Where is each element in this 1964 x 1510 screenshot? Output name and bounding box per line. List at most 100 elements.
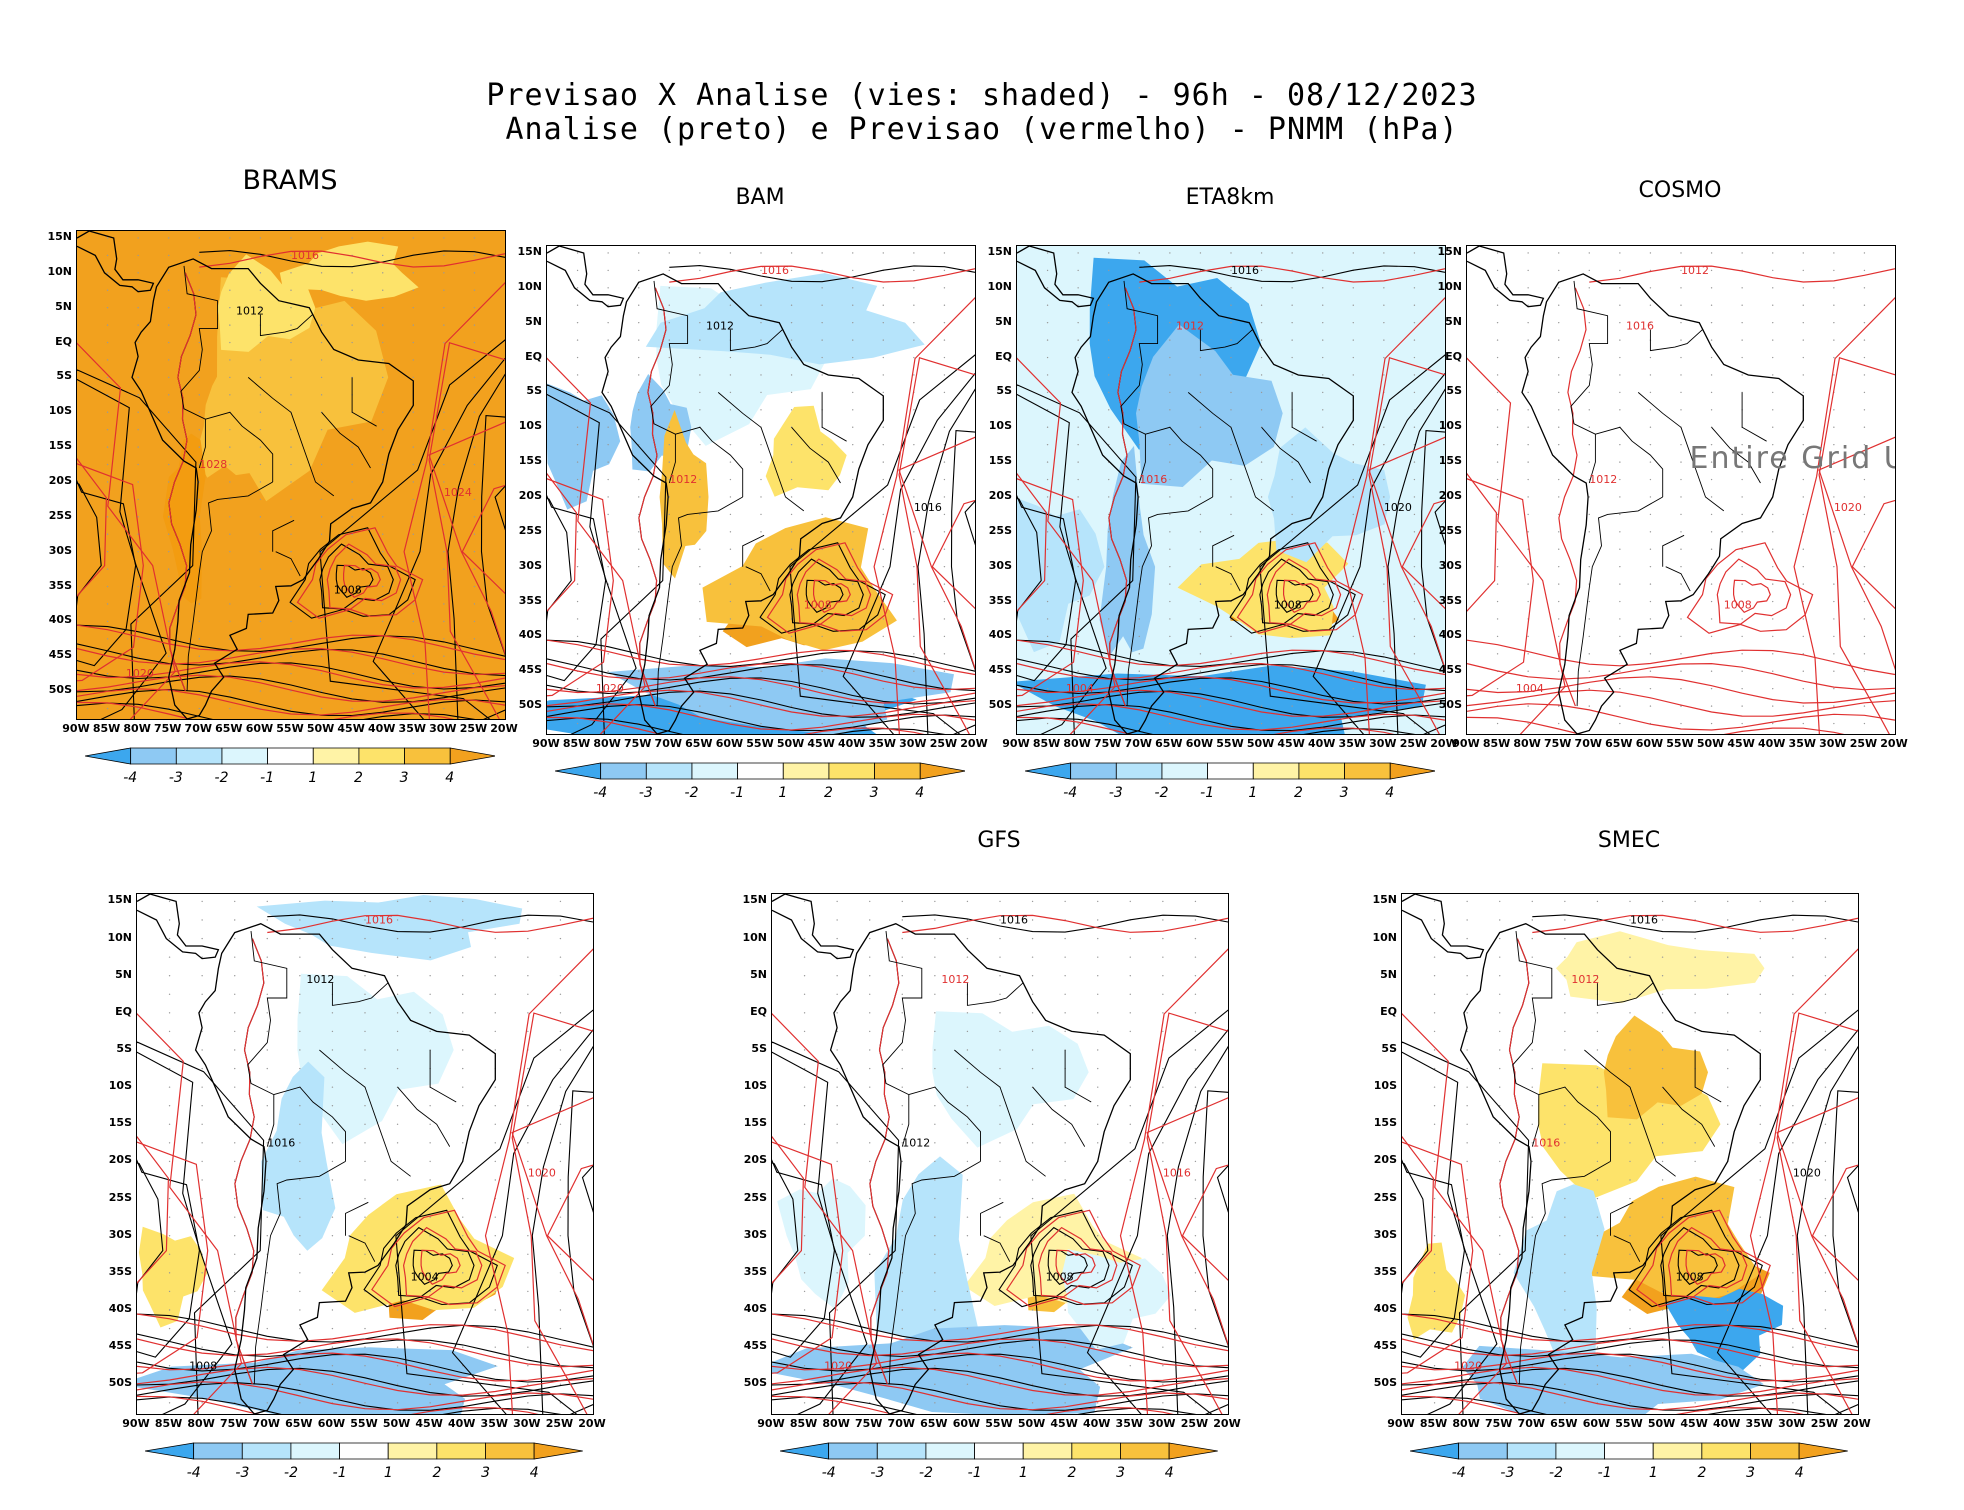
colorbar-label: 1 <box>1018 1465 1028 1481</box>
isobar <box>772 1333 1228 1369</box>
lon-tick-label: 75W <box>153 722 182 735</box>
isobar <box>1387 388 1445 734</box>
coastline <box>547 246 625 308</box>
coastline <box>1017 246 1095 308</box>
panel-cosmo: COSMO 1012 1016 1008 1004 1020 1012 Entire Grid… <box>1430 178 1918 816</box>
lat-tick-label: 5S <box>996 384 1012 398</box>
contour-label: 1012 <box>236 305 264 318</box>
lat-tick-label: 5S <box>56 369 72 383</box>
country-border <box>1538 1086 1611 1162</box>
colorbar-swatch <box>974 1442 1024 1460</box>
isobar <box>137 1381 593 1411</box>
bias-shading <box>279 241 419 301</box>
isobar <box>77 342 176 719</box>
panel-unnamed: 1016 1012 1004 1008 1020 1016 15N 10N 5N EQ 5S 10S 1… <box>100 840 616 1510</box>
isobar <box>789 354 975 734</box>
coastline <box>1521 273 1804 734</box>
lon-tick-label: 20W <box>1430 737 1458 750</box>
lon-tick-label: 70W <box>1574 737 1602 750</box>
isobar <box>77 624 505 661</box>
lat-tick-label: 45S <box>518 663 542 677</box>
isobar <box>137 1338 593 1368</box>
country-border <box>1649 329 1703 352</box>
isobar <box>789 558 864 625</box>
country-border <box>1120 280 1159 484</box>
colorbar-swatch <box>599 762 647 780</box>
lat-tick-label: 50S <box>988 698 1012 712</box>
colorbar-swatch <box>533 1442 583 1460</box>
contour-label: 1012 <box>1571 973 1599 986</box>
country-border <box>351 377 377 427</box>
isobar <box>1818 357 1895 734</box>
colorbar-swatch <box>1168 1442 1218 1460</box>
isobar <box>669 265 975 283</box>
isobar <box>420 1249 461 1286</box>
lon-tick-label: 20W <box>1880 737 1908 750</box>
colorbar-swatch <box>1071 1442 1121 1460</box>
colorbar-swatch <box>358 747 405 765</box>
isobar <box>1108 287 1137 707</box>
lon-tick-label: 65W <box>920 1417 948 1430</box>
lon-tick-label: 55W <box>1615 1417 1643 1430</box>
isobar <box>1037 1226 1118 1298</box>
colorbar-label: 3 <box>1746 1465 1756 1481</box>
colorbar-label: 4 <box>915 785 925 801</box>
contour-label: 1020 <box>1454 1359 1482 1372</box>
lon-tick-label: 40W <box>1307 737 1336 750</box>
isobar <box>1283 579 1321 614</box>
colorbar-label: 3 <box>399 770 409 786</box>
isobar <box>1686 542 1814 634</box>
isobar <box>1202 1090 1228 1347</box>
isobar <box>1776 1097 1858 1346</box>
lon-tick-label: 60W <box>317 1417 346 1430</box>
lat-tick-label: 45S <box>108 1339 132 1353</box>
colorbar: -4 -3 -2 -1 1 2 3 4 <box>84 746 496 790</box>
lon-tick-label: 50W <box>1696 737 1725 750</box>
colorbar-swatch <box>129 747 177 765</box>
isobar <box>234 938 265 1385</box>
country-border <box>1291 392 1317 442</box>
country-border <box>650 280 689 484</box>
isobar <box>1532 914 1858 933</box>
lat-tick-label: 30S <box>743 1227 767 1241</box>
isobar <box>1749 948 1858 1414</box>
isobar <box>547 717 946 734</box>
country-border <box>253 1161 346 1385</box>
isobar <box>531 1045 593 1414</box>
isobar <box>1017 703 1445 732</box>
isobar <box>1402 1352 1858 1382</box>
contour-label: 1004 <box>1066 682 1094 695</box>
coastline <box>194 922 496 1414</box>
country-border <box>954 1049 1001 1088</box>
panel-title: COSMO <box>1638 178 1722 203</box>
lat-tick-label: 10S <box>743 1079 767 1093</box>
lon-tick-label: 25W <box>545 1417 574 1430</box>
lat-tick-label: 5N <box>55 299 72 313</box>
lon-tick-label: 70W <box>252 1417 280 1430</box>
bias-shading <box>1267 427 1391 563</box>
lat-tick-label: 5S <box>1446 384 1462 398</box>
colorbar-swatches <box>554 762 966 780</box>
country-border <box>1629 1086 1676 1177</box>
isobar <box>1420 430 1445 671</box>
bias-shading <box>195 357 265 478</box>
lat-tick-label: 35S <box>48 578 72 592</box>
isobar <box>1017 689 1445 717</box>
colorbar-swatch <box>1161 762 1208 780</box>
isobar <box>931 499 975 610</box>
lat-tick-label: 40S <box>48 613 72 627</box>
lon-tick-label: 90W <box>1452 737 1480 750</box>
isobar <box>395 1009 593 1414</box>
lat-tick-label: 15S <box>1438 454 1462 468</box>
isobar <box>1402 1041 1530 1414</box>
lat-tick-label: 35S <box>988 593 1012 607</box>
colorbar-label: -4 <box>186 1465 201 1481</box>
country-border <box>1665 566 1691 592</box>
lat-tick-label: 5S <box>116 1042 132 1055</box>
isobar <box>1017 639 1445 676</box>
map-frame: 1016 1012 1008 1020 1020 1016 <box>1401 893 1859 1415</box>
isobar <box>1467 357 1566 734</box>
lon-tick-label: 45W <box>1050 1417 1078 1430</box>
isobar <box>1499 938 1530 1385</box>
lat-tick-label: 10S <box>988 419 1012 433</box>
